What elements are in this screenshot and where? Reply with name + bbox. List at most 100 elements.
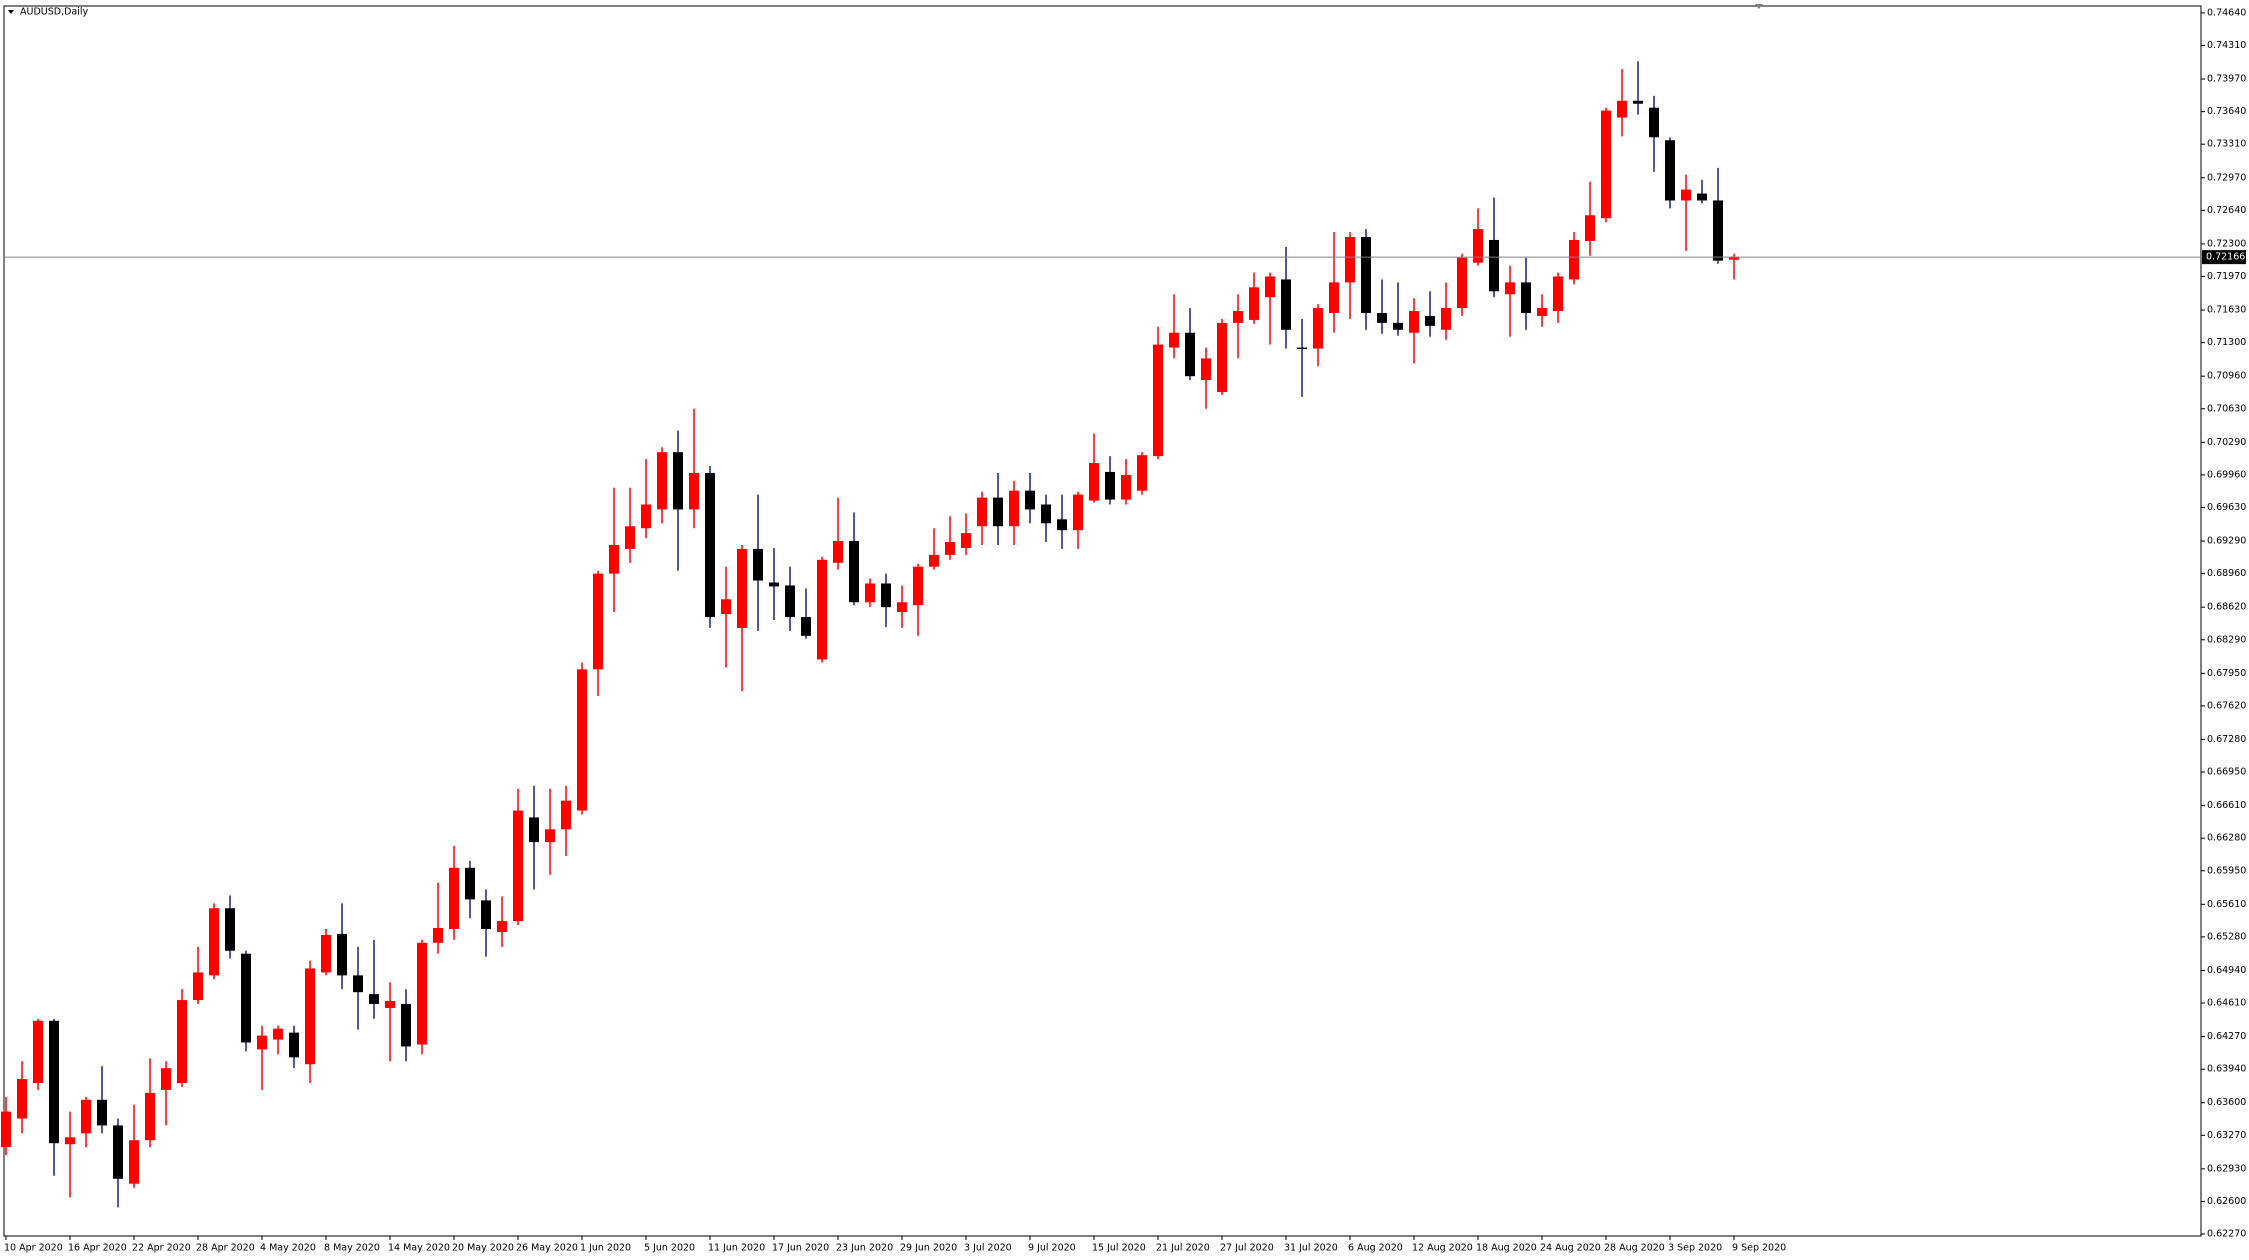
- candle-body: [625, 526, 635, 549]
- candle-body: [1425, 315, 1435, 326]
- x-tick-label: 11 Jun 2020: [708, 1243, 765, 1254]
- x-tick-label: 21 Jul 2020: [1156, 1243, 1210, 1254]
- y-tick-label: 0.67280: [2207, 734, 2246, 745]
- candle-body: [657, 452, 667, 510]
- candle-body: [1665, 140, 1675, 201]
- candle-body: [97, 1099, 107, 1126]
- candle-body: [1505, 282, 1515, 295]
- x-tick-label: 26 May 2020: [516, 1243, 578, 1254]
- x-tick-label: 15 Jul 2020: [1092, 1243, 1146, 1254]
- y-tick-label: 0.67950: [2207, 668, 2246, 679]
- candle-body: [561, 800, 571, 830]
- candle-body: [1585, 215, 1595, 241]
- candle-body: [1073, 494, 1083, 531]
- y-tick-label: 0.68290: [2207, 634, 2246, 645]
- current-price-label: 0.72166: [2206, 252, 2245, 263]
- candle-body: [1457, 257, 1467, 309]
- x-tick-label: 20 May 2020: [452, 1243, 514, 1254]
- y-tick-label: 0.70290: [2207, 437, 2246, 448]
- x-tick-label: 6 Aug 2020: [1348, 1243, 1403, 1254]
- y-tick-label: 0.63270: [2207, 1130, 2246, 1141]
- y-tick-label: 0.69290: [2207, 536, 2246, 547]
- current-price-box: [2202, 250, 2246, 265]
- candle-body: [529, 817, 539, 843]
- x-tick-label: 22 Apr 2020: [132, 1243, 191, 1254]
- candle-body: [1617, 100, 1627, 118]
- x-tick-label: 17 Jun 2020: [772, 1243, 829, 1254]
- candle-body: [673, 452, 683, 510]
- candle-body: [1009, 490, 1019, 527]
- candle-body: [1041, 504, 1051, 524]
- candle-body: [753, 548, 763, 581]
- y-tick-label: 0.65950: [2207, 865, 2246, 876]
- candle-body: [1185, 332, 1195, 377]
- candle-body: [353, 975, 363, 993]
- candle-body: [449, 867, 459, 929]
- candle-body: [417, 942, 427, 1045]
- x-tick-label: 8 May 2020: [324, 1243, 380, 1254]
- candle-body: [65, 1137, 75, 1145]
- y-tick-label: 0.71630: [2207, 305, 2246, 316]
- x-tick-label: 31 Jul 2020: [1284, 1243, 1338, 1254]
- candle-body: [1313, 308, 1323, 349]
- candle-body: [145, 1092, 155, 1141]
- candle-body: [1265, 276, 1275, 298]
- x-tick-label: 10 Apr 2020: [4, 1243, 63, 1254]
- y-tick-label: 0.70960: [2207, 371, 2246, 382]
- candle-body: [209, 908, 219, 976]
- x-tick-label: 23 Jun 2020: [836, 1243, 893, 1254]
- y-tick-label: 0.71970: [2207, 271, 2246, 282]
- candle-body: [881, 583, 891, 608]
- x-tick-label: 29 Jun 2020: [900, 1243, 957, 1254]
- candle-body: [1121, 474, 1131, 500]
- candle-body: [721, 599, 731, 615]
- x-tick-label: 12 Aug 2020: [1412, 1243, 1473, 1254]
- x-tick-label: 24 Aug 2020: [1540, 1243, 1601, 1254]
- chart-title: AUDUSD,Daily: [20, 7, 89, 18]
- candle-body: [1105, 471, 1115, 500]
- candle-body: [481, 900, 491, 929]
- candle-body: [801, 617, 811, 636]
- candle-body: [593, 573, 603, 670]
- candle-body: [1345, 236, 1355, 283]
- y-tick-label: 0.70630: [2207, 403, 2246, 414]
- candle-body: [513, 810, 523, 922]
- x-tick-label: 14 May 2020: [388, 1243, 450, 1254]
- candle-body: [1473, 229, 1483, 263]
- x-tick-label: 3 Sep 2020: [1668, 1243, 1722, 1254]
- y-tick-label: 0.68620: [2207, 602, 2246, 613]
- candle-body: [161, 1068, 171, 1090]
- candle-body: [961, 533, 971, 548]
- y-tick-label: 0.63940: [2207, 1064, 2246, 1075]
- candle-body: [1553, 276, 1563, 312]
- candle-body: [369, 994, 379, 1005]
- candle-body: [49, 1020, 59, 1144]
- y-tick-label: 0.63600: [2207, 1097, 2246, 1108]
- x-tick-label: 1 Jun 2020: [580, 1243, 631, 1254]
- candle-body: [1393, 322, 1403, 330]
- y-tick-label: 0.66280: [2207, 833, 2246, 844]
- y-tick-label: 0.64940: [2207, 965, 2246, 976]
- candle-body: [1377, 313, 1387, 323]
- candle-body: [1697, 193, 1707, 201]
- candle-body: [337, 933, 347, 976]
- candle-body: [849, 541, 859, 603]
- candle-body: [465, 867, 475, 900]
- y-tick-label: 0.64270: [2207, 1031, 2246, 1042]
- candle-body: [401, 1004, 411, 1047]
- candle-body: [433, 928, 443, 943]
- candle-body: [1537, 308, 1547, 316]
- x-tick-label: 4 May 2020: [260, 1243, 316, 1254]
- candle-body: [1297, 347, 1307, 350]
- menu-arrow[interactable]: [8, 10, 14, 14]
- candle-body: [1217, 322, 1227, 392]
- candle-body: [1, 1111, 11, 1148]
- x-tick-label: 9 Jul 2020: [1028, 1243, 1076, 1254]
- candle-body: [225, 908, 235, 951]
- candle-body: [1441, 308, 1451, 330]
- y-tick-label: 0.65280: [2207, 931, 2246, 942]
- y-tick-label: 0.73310: [2207, 139, 2246, 150]
- candle-body: [177, 1000, 187, 1083]
